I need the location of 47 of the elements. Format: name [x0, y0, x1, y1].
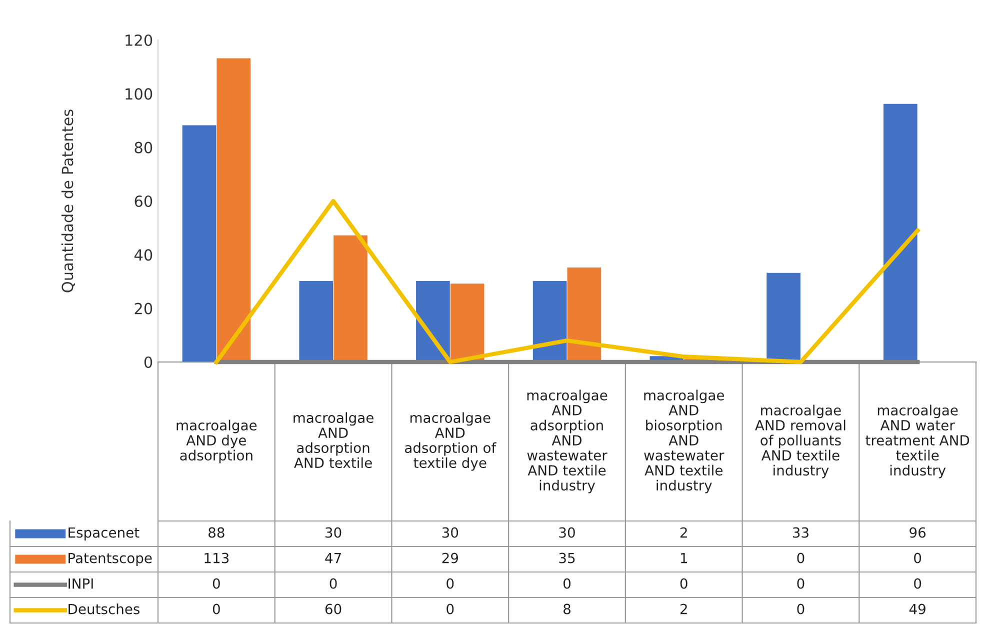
x-tick-label: macroalgae AND adsorption of textile dye [404, 412, 496, 471]
data-label: 88 [208, 527, 224, 538]
data-label: 0 [914, 552, 922, 564]
x-tick-label: macroalgae AND biosorption AND wastewater AND textile industry [644, 390, 724, 494]
data-label: 96 [910, 527, 926, 538]
y-tick-label: 60 [134, 195, 152, 208]
y-axis-title: Quantidade de Patentes [61, 110, 75, 292]
data-label: 47 [325, 552, 341, 564]
x-tick-label: macroalgae AND adsorption AND textile [294, 412, 374, 468]
legend-label: INPI [68, 578, 93, 589]
data-label: 30 [559, 527, 575, 538]
data-label: 29 [442, 552, 458, 564]
legend-label: Patentscope [68, 552, 152, 566]
data-label: 0 [212, 604, 220, 614]
x-tick-label: macroalgae AND removal of polluants AND textile industry [755, 404, 846, 478]
data-label: 0 [914, 578, 922, 589]
y-tick-label: 40 [134, 249, 152, 261]
data-label: 2 [680, 604, 687, 614]
data-label: 0 [446, 604, 454, 614]
data-label: 35 [559, 552, 575, 564]
data-label: 0 [797, 552, 804, 564]
data-label: 0 [797, 604, 804, 614]
data-label: 8 [564, 604, 570, 614]
data-label: 113 [204, 552, 229, 564]
data-label: 60 [325, 604, 342, 614]
data-label: 0 [797, 578, 804, 589]
data-label: 0 [212, 578, 220, 589]
y-tick-label: 120 [126, 34, 152, 46]
y-tick-label: 100 [126, 88, 152, 100]
data-label: 0 [563, 578, 570, 589]
y-tick-label: 80 [134, 142, 152, 154]
data-label: 0 [330, 578, 337, 589]
x-tick-label: macroalgae AND adsorption AND wastewater AND textile industry [527, 390, 608, 494]
y-tick-label: 0 [144, 356, 152, 368]
x-tick-label: macroalgae AND dye adsorption [176, 420, 257, 464]
data-label: 30 [326, 527, 342, 538]
data-label: 30 [442, 527, 458, 538]
data-label: 49 [909, 604, 926, 614]
x-tick-label: macroalgae AND water treatment AND textile industry [866, 404, 970, 478]
data-label: 33 [792, 527, 808, 538]
legend-label: Espacenet [68, 527, 140, 540]
data-label: 1 [680, 552, 687, 564]
data-label: 0 [446, 578, 454, 589]
y-tick-label: 20 [134, 302, 152, 314]
legend-label: Deutsches [68, 604, 140, 614]
data-label: 2 [680, 527, 687, 538]
data-label: 0 [680, 578, 688, 589]
